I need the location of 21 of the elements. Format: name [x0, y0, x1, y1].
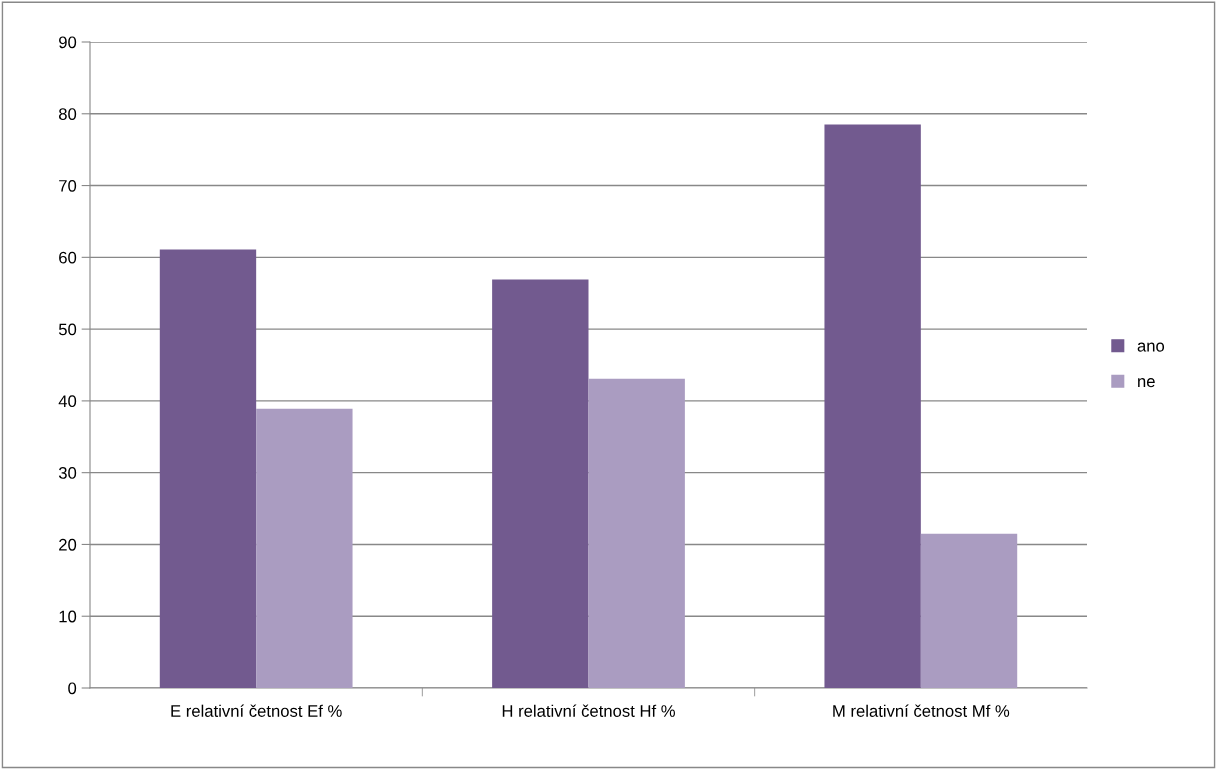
legend-label: ano [1137, 342, 1165, 352]
bar [256, 408, 353, 688]
legend-label: ne [1138, 378, 1155, 388]
y-tick-label: 60 [59, 251, 77, 264]
y-tick-label: 30 [58, 467, 77, 479]
y-tick-label: 40 [58, 395, 77, 408]
y-tick-label: 80 [58, 108, 77, 120]
y-tick-label: 10 [59, 610, 77, 623]
y-tick-label: 0 [68, 682, 77, 695]
x-tick-label: H relativní četnost Hf % [502, 704, 675, 717]
bar [159, 249, 257, 688]
y-tick-label: 90 [59, 36, 77, 49]
y-tick-label: 50 [58, 323, 77, 336]
bar [588, 378, 685, 688]
x-tick-label: M relativní četnost Mf % [833, 704, 1010, 717]
y-tick-label: 20 [59, 538, 77, 551]
bar [824, 124, 921, 688]
bar [920, 533, 1018, 688]
y-tick-label: 70 [59, 179, 77, 192]
x-tick-label: E relativní četnost Ef % [171, 704, 342, 717]
bar [492, 279, 589, 688]
